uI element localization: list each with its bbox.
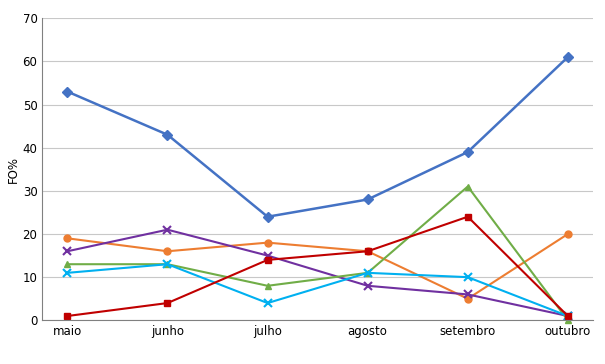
S2 xyxy=(164,249,171,253)
S5 xyxy=(464,275,471,279)
S5 xyxy=(564,314,572,318)
S3 xyxy=(64,249,71,253)
Line: S5: S5 xyxy=(63,260,572,320)
Line: S6: S6 xyxy=(65,214,571,319)
S3 xyxy=(264,253,271,258)
S3 xyxy=(464,292,471,297)
S4 xyxy=(264,284,271,288)
S2 xyxy=(264,241,271,245)
S4 xyxy=(464,184,471,189)
S3 xyxy=(364,284,371,288)
S4 xyxy=(64,262,71,266)
S1 xyxy=(64,90,71,94)
Line: S4: S4 xyxy=(64,183,571,324)
S6 xyxy=(264,258,271,262)
S5 xyxy=(364,271,371,275)
S5 xyxy=(64,271,71,275)
S6 xyxy=(64,314,71,318)
S3 xyxy=(164,228,171,232)
S1 xyxy=(464,150,471,154)
S6 xyxy=(564,314,572,318)
Y-axis label: FO%: FO% xyxy=(7,156,20,183)
S6 xyxy=(364,249,371,253)
S4 xyxy=(164,262,171,266)
S1 xyxy=(364,197,371,202)
S6 xyxy=(164,301,171,305)
S4 xyxy=(364,271,371,275)
S5 xyxy=(264,301,271,305)
S2 xyxy=(364,249,371,253)
S2 xyxy=(564,232,572,236)
S4 xyxy=(564,318,572,323)
S1 xyxy=(164,132,171,137)
S2 xyxy=(64,236,71,241)
Line: S1: S1 xyxy=(64,54,571,220)
S2 xyxy=(464,297,471,301)
S1 xyxy=(264,214,271,219)
S5 xyxy=(164,262,171,266)
Line: S3: S3 xyxy=(63,226,572,320)
S6 xyxy=(464,214,471,219)
S1 xyxy=(564,55,572,59)
Line: S2: S2 xyxy=(64,230,571,302)
S3 xyxy=(564,314,572,318)
